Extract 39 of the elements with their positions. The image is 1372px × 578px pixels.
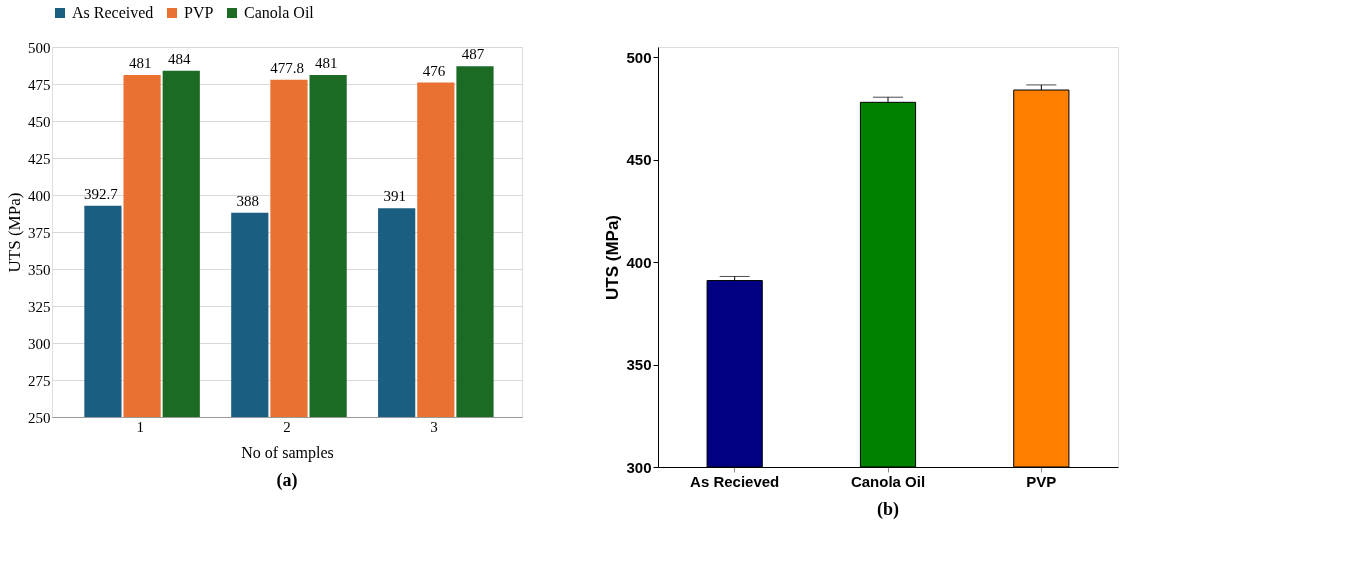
y-tick-label: 500 [626, 48, 652, 66]
x-tick-label: PVP [1026, 472, 1057, 490]
data-label: 391 [383, 188, 406, 205]
y-axis-title: UTS (MPa) [5, 192, 24, 273]
x-tick-label: As Recieved [690, 472, 780, 490]
legend-label: As Received [72, 4, 154, 21]
y-tick-label: 275 [28, 372, 51, 389]
y-tick-label: 500 [28, 39, 51, 56]
x-tick-label: 3 [430, 418, 438, 435]
x-tick-label: Canola Oil [850, 472, 926, 490]
text: (b) [877, 499, 899, 520]
data-label: 481 [314, 55, 338, 72]
y-tick-label: 400 [28, 187, 51, 204]
y-tick-label: 375 [28, 224, 51, 241]
text: (a) [276, 470, 298, 491]
y-tick-label: 350 [626, 356, 652, 374]
data-label: 484 [168, 50, 192, 67]
y-tick-label: 425 [28, 150, 51, 167]
legend-label: Canola Oil [244, 4, 315, 21]
y-tick-label: 400 [626, 253, 652, 271]
data-label: 388 [236, 192, 260, 209]
y-tick-label: 300 [28, 335, 51, 352]
y-axis-title: UTS (MPa) [603, 215, 623, 300]
x-tick-label: 2 [283, 418, 291, 435]
y-tick-label: 300 [626, 458, 652, 476]
data-label: 487 [461, 46, 485, 63]
legend-label: PVP [184, 4, 214, 21]
y-tick-label: 475 [28, 76, 51, 93]
data-label: 392.7 [84, 185, 119, 202]
y-tick-label: 450 [28, 113, 51, 130]
data-label: 476 [422, 62, 446, 79]
y-tick-label: 350 [28, 261, 51, 278]
data-label: 481 [128, 55, 152, 72]
data-label: 477.8 [270, 59, 304, 76]
y-tick-label: 325 [28, 298, 51, 315]
y-tick-label: 450 [626, 151, 652, 169]
x-tick-label: 1 [136, 418, 144, 435]
y-tick-label: 250 [28, 409, 51, 426]
x-axis-title: No of samples [241, 443, 334, 462]
